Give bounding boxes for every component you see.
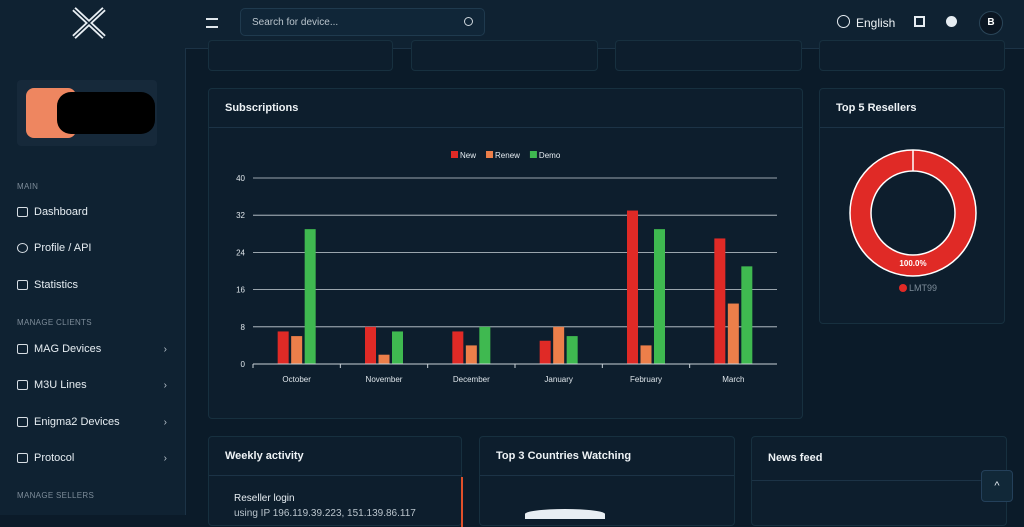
nav-label: Protocol [34, 452, 75, 464]
card-title: Subscriptions [225, 102, 299, 114]
nav-label: Enigma2 Devices [34, 416, 120, 428]
card-title: News feed [768, 452, 823, 464]
activity-card: Weekly activity Reseller login using IP … [208, 436, 463, 527]
search-box[interactable]: Search for device... [240, 8, 485, 36]
nav-label: Dashboard [34, 206, 88, 218]
nav-item[interactable]: Dashboard [17, 206, 167, 218]
nav-label: Statistics [34, 279, 79, 291]
avatar[interactable]: B [979, 11, 1003, 35]
nav-label: M3U Lines [34, 379, 87, 391]
nav-item[interactable]: M3U Lines › [17, 379, 167, 391]
nav-item[interactable]: Statistics [17, 279, 167, 291]
subscriptions-card: Subscriptions [208, 88, 803, 419]
profile-image [17, 80, 157, 146]
sidebar: MAIN Dashboard Profile / API Statistics … [0, 0, 186, 515]
card-title: Top 3 Countries Watching [496, 450, 632, 462]
stat-card [208, 40, 393, 71]
search-placeholder: Search for device... [252, 17, 339, 28]
menu-button[interactable] [206, 18, 218, 28]
section-label: MAIN [17, 182, 39, 191]
globe-icon [837, 15, 850, 28]
stat-card [819, 40, 1005, 71]
card-title: Weekly activity [225, 450, 304, 462]
nav-item[interactable]: Profile / API [17, 242, 167, 254]
activity-title: Reseller login [234, 493, 295, 504]
stat-card [411, 40, 598, 71]
share-icon[interactable] [946, 16, 957, 27]
fullscreen-icon[interactable] [914, 16, 925, 27]
news-card: News feed [751, 436, 1007, 526]
stat-card [615, 40, 802, 71]
scroll-top-button[interactable]: ^ [981, 470, 1013, 502]
nav-label: Profile / API [34, 242, 92, 254]
language[interactable]: English [856, 16, 896, 30]
search-icon [464, 17, 473, 26]
resellers-card: Top 5 Resellers [819, 88, 1005, 324]
nav-label: MAG Devices [34, 343, 102, 355]
nav-item[interactable]: Protocol › [17, 452, 167, 464]
section-label: MANAGE CLIENTS [17, 318, 92, 327]
section-label: MANAGE SELLERS [17, 491, 95, 500]
nav-item[interactable]: MAG Devices › [17, 343, 167, 355]
nav-item[interactable]: Enigma2 Devices › [17, 416, 167, 428]
card-title: Top 5 Resellers [836, 102, 917, 114]
countries-card: Top 3 Countries Watching [479, 436, 735, 526]
logo [72, 7, 106, 39]
activity-text: using IP 196.119.39.223, 151.139.86.117 [234, 508, 416, 519]
